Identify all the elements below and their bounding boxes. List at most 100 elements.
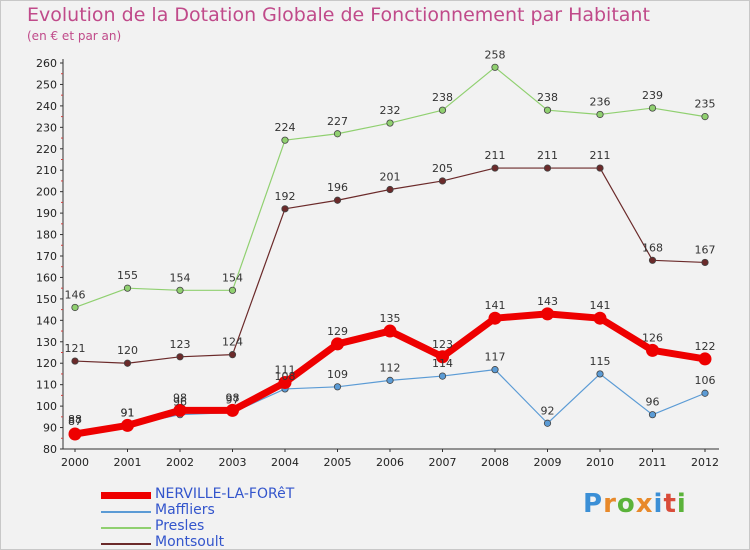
data-label: 258 [485,48,506,61]
y-tick-label: 130 [36,336,57,349]
y-tick-label: 150 [36,293,57,306]
data-label: 91 [121,406,135,419]
data-point [646,343,659,357]
legend-swatch [101,543,151,545]
data-label: 235 [695,98,716,111]
y-tick-label: 110 [36,379,57,392]
y-tick-label: 210 [36,164,57,177]
series-montsoult [71,164,709,367]
data-label: 92 [541,404,555,417]
data-point [491,366,499,374]
data-label: 238 [537,91,558,104]
series-maffliers [71,366,709,436]
data-label: 168 [642,241,663,254]
x-tick-label: 2003 [219,456,247,469]
data-label: 154 [170,271,191,284]
data-point [176,353,184,361]
data-label: 192 [275,190,296,203]
data-label: 205 [432,162,453,175]
data-point [281,136,289,144]
data-label: 124 [222,336,243,349]
data-point [541,307,554,321]
logo-letter: x [635,489,654,519]
data-point [176,286,184,294]
data-label: 122 [695,340,716,353]
axes: 8090100110120130140150160170180190200210… [36,57,719,469]
data-label: 146 [65,288,86,301]
data-label: 135 [380,312,401,325]
y-tick-label: 180 [36,229,57,242]
data-label: 109 [327,368,348,381]
data-point [386,119,394,127]
data-point [491,164,499,172]
data-point [436,350,449,364]
x-tick-label: 2004 [271,456,299,469]
data-point [71,357,79,365]
logo-letter: i [653,489,664,519]
data-point [596,370,604,378]
data-label: 155 [117,269,138,282]
logo-letter: P [583,489,604,519]
legend-label: Presles [155,518,205,534]
data-label: 238 [432,91,453,104]
data-point [698,352,712,366]
data-point [543,164,552,172]
data-point [543,106,552,114]
logo-letter: r [603,489,617,519]
data-point [701,258,709,267]
data-point [333,130,342,138]
series-layer [68,63,712,441]
data-point [593,311,607,325]
data-point [331,337,344,351]
data-label: 114 [432,357,453,370]
data-label: 227 [327,115,348,128]
data-label: 96 [173,396,187,409]
data-label: 196 [327,181,348,194]
data-point [228,286,237,294]
data-point [648,256,657,264]
data-point [71,303,79,312]
data-point [701,389,709,397]
proxiti-logo: Proxiti [583,489,687,519]
data-point [596,164,604,172]
logo-letter: i [676,489,687,519]
data-label: 236 [590,95,611,108]
data-point [278,376,292,390]
data-label: 232 [380,104,401,117]
data-label: 154 [222,271,243,284]
legend-label: Montsoult [155,534,225,550]
x-tick-label: 2010 [586,456,614,469]
data-point [596,110,604,119]
chart-title: Evolution de la Dotation Globale de Fonc… [27,4,650,26]
data-label: 115 [590,355,611,368]
data-point [648,411,657,419]
data-point [491,63,499,71]
data-label: 121 [65,342,86,355]
data-label: 120 [117,344,138,357]
x-tick-label: 2007 [429,456,457,469]
data-label: 87 [68,415,82,428]
data-label: 88 [68,413,82,426]
data-label: 123 [170,338,191,351]
data-label: 211 [537,149,558,162]
data-point [333,383,342,391]
y-tick-label: 250 [36,78,57,91]
y-tick-label: 140 [36,314,57,327]
y-tick-label: 260 [36,57,57,70]
x-tick-label: 2009 [534,456,562,469]
y-tick-label: 200 [36,186,57,199]
y-tick-label: 160 [36,271,57,284]
data-label: 106 [695,374,716,387]
data-label: 143 [537,295,558,308]
y-tick-label: 100 [36,400,57,413]
data-label: 211 [590,149,611,162]
data-label: 111 [275,364,296,377]
data-label: 239 [642,89,663,102]
y-tick-label: 240 [36,100,57,113]
x-tick-label: 2012 [691,456,719,469]
data-label: 129 [327,325,348,338]
logo-letter: t [663,489,677,519]
data-label: 126 [642,331,663,344]
